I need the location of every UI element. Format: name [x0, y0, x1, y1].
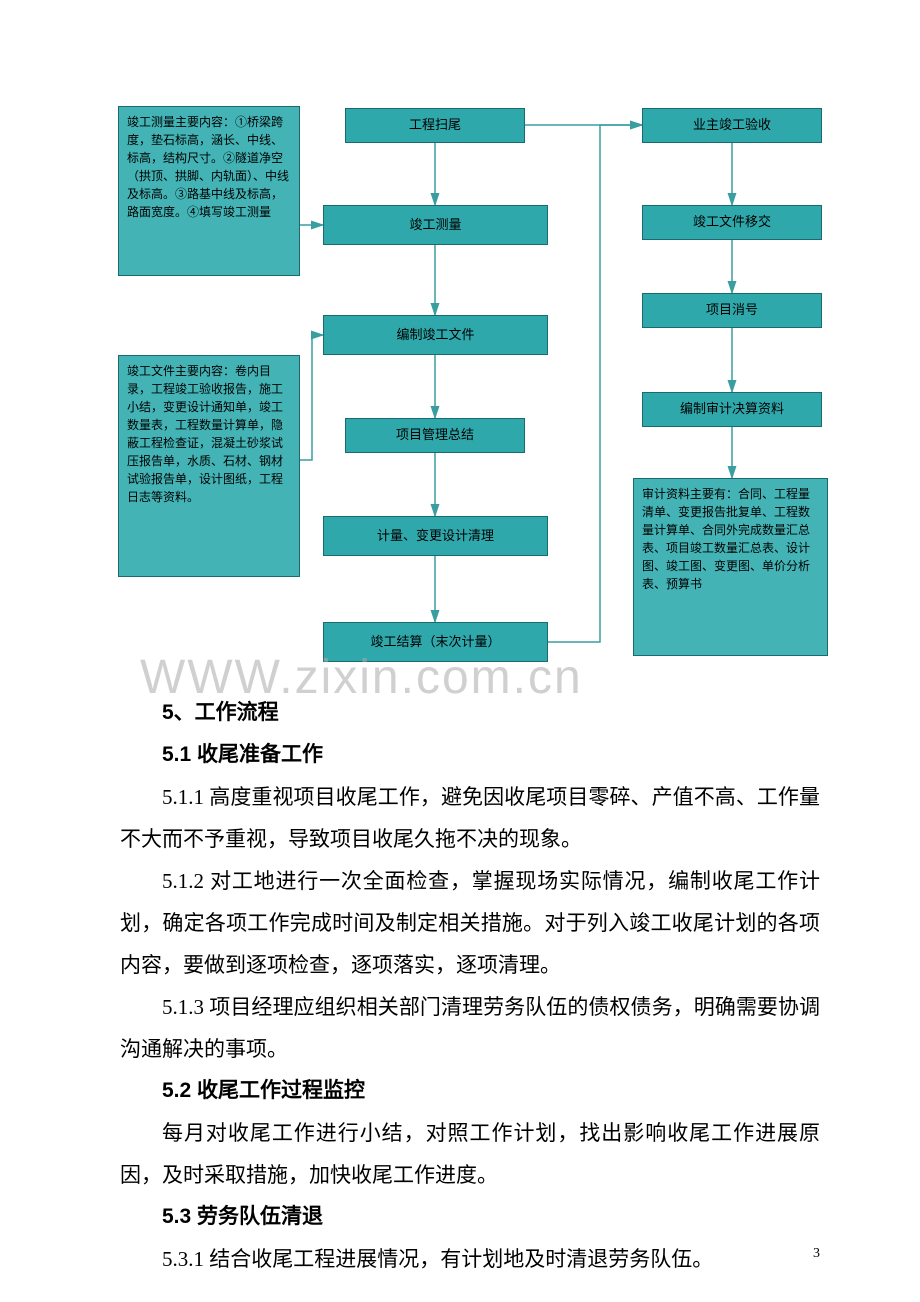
paragraph-5-1-3: 5.1.3 项目经理应组织相关部门清理劳务队伍的债权债务，明确需要协调沟通解决的…: [120, 986, 820, 1070]
node-n3: 编制竣工文件: [323, 315, 548, 355]
node-label: 业主竣工验收: [693, 116, 771, 134]
paragraph-5-3-1: 5.3.1 结合收尾工程进展情况，有计划地及时清退劳务队伍。: [120, 1238, 820, 1280]
node-n5: 计量、变更设计清理: [323, 516, 548, 556]
note-3: 审计资料主要有：合同、工程量清单、变更报告批复单、工程数量计算单、合同外完成数量…: [633, 478, 828, 656]
node-label: 项目管理总结: [396, 426, 474, 444]
node-label: 竣工文件移交: [693, 213, 771, 231]
node-r2: 竣工文件移交: [642, 205, 822, 240]
node-label: 竣工结算（末次计量）: [370, 633, 500, 651]
note-text: 竣工文件主要内容：卷内目录，工程竣工验收报告，施工小结，变更设计通知单，竣工数量…: [127, 364, 283, 504]
node-n2: 竣工测量: [323, 205, 548, 245]
paragraph-5-1-1: 5.1.1 高度重视项目收尾工作，避免因收尾项目零碎、产值不高、工作量不大而不予…: [120, 776, 820, 860]
heading-5-2: 5.2 收尾工作过程监控: [120, 1070, 820, 1112]
node-n4: 项目管理总结: [345, 418, 525, 453]
node-label: 工程扫尾: [409, 116, 461, 134]
node-label: 计量、变更设计清理: [377, 527, 494, 545]
note-text: 竣工测量主要内容：①桥梁跨度，垫石标高，涵长、中线、标高，结构尺寸。②隧道净空（…: [127, 115, 289, 219]
document-body: 5、工作流程 5.1 收尾准备工作 5.1.1 高度重视项目收尾工作，避免因收尾…: [120, 692, 820, 1280]
node-r4: 编制审计决算资料: [642, 392, 822, 427]
note-text: 审计资料主要有：合同、工程量清单、变更报告批复单、工程数量计算单、合同外完成数量…: [642, 487, 810, 591]
note-1: 竣工测量主要内容：①桥梁跨度，垫石标高，涵长、中线、标高，结构尺寸。②隧道净空（…: [118, 106, 300, 276]
note-2: 竣工文件主要内容：卷内目录，工程竣工验收报告，施工小结，变更设计通知单，竣工数量…: [118, 355, 300, 577]
heading-5-1: 5.1 收尾准备工作: [120, 734, 820, 776]
node-label: 项目消号: [706, 301, 758, 319]
node-r3: 项目消号: [642, 293, 822, 328]
node-r1: 业主竣工验收: [642, 108, 822, 143]
node-label: 编制竣工文件: [396, 326, 474, 344]
node-label: 编制审计决算资料: [680, 400, 784, 418]
heading-5: 5、工作流程: [120, 692, 820, 734]
node-n1: 工程扫尾: [345, 108, 525, 143]
page-number: 3: [813, 1246, 820, 1262]
flowchart-area: 工程扫尾 竣工测量 编制竣工文件 项目管理总结 计量、变更设计清理 竣工结算（末…: [0, 0, 920, 700]
node-label: 竣工测量: [409, 216, 461, 234]
paragraph-5-1-2: 5.1.2 对工地进行一次全面检查，掌握现场实际情况，编制收尾工作计划，确定各项…: [120, 860, 820, 986]
heading-5-3: 5.3 劳务队伍清退: [120, 1196, 820, 1238]
paragraph-5-2: 每月对收尾工作进行小结，对照工作计划，找出影响收尾工作进展原因，及时采取措施，加…: [120, 1112, 820, 1196]
